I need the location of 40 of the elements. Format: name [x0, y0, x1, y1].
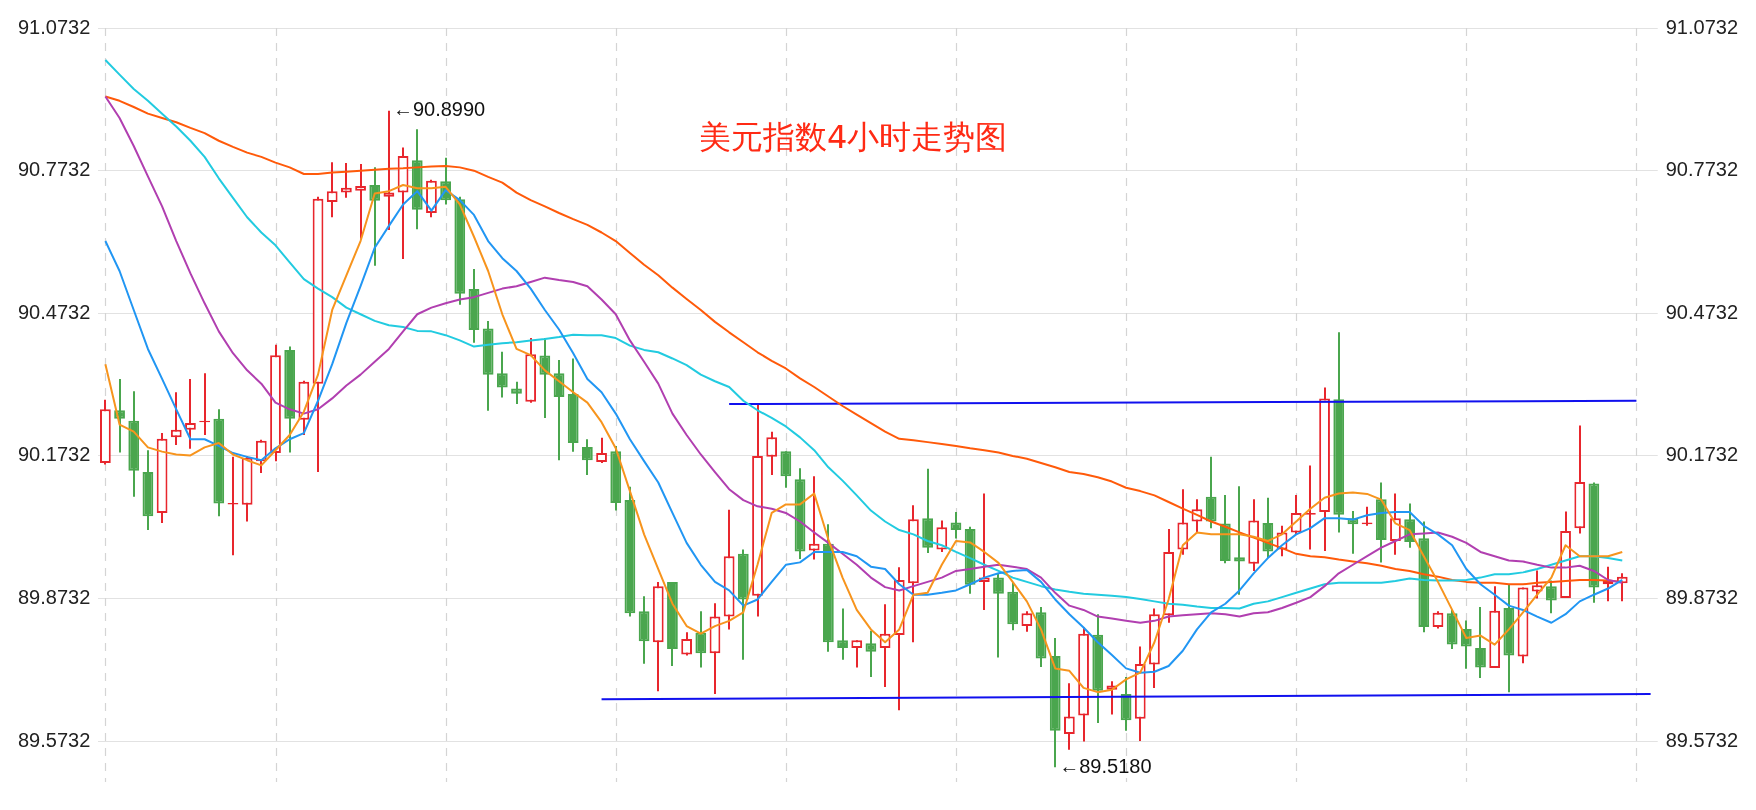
candlestick — [993, 572, 1004, 659]
y2-tick-label: 90.1732 — [1665, 443, 1738, 466]
candlestick — [582, 438, 593, 476]
candlestick — [326, 161, 338, 219]
y-tick-label: 89.5732 — [18, 728, 91, 751]
candlestick — [255, 438, 267, 475]
annotation: ←89.5180 — [1059, 754, 1152, 777]
candlestick — [1205, 455, 1217, 530]
y2-tick-label: 90.4732 — [1665, 300, 1738, 323]
candlestick — [496, 350, 508, 399]
candlestick — [766, 430, 778, 476]
candlestick — [780, 450, 792, 489]
candlestick — [936, 519, 948, 553]
candlestick — [511, 380, 522, 406]
candlestick — [355, 163, 366, 240]
candlestick — [837, 607, 848, 661]
candlestick — [1531, 569, 1543, 600]
candlestick — [1063, 682, 1075, 751]
candlestick — [1546, 579, 1557, 615]
y2-tick-label: 89.5732 — [1665, 728, 1738, 751]
annotation: ←90.8990 — [392, 98, 486, 121]
y-tick-label: 90.4732 — [18, 300, 91, 323]
candlestick — [950, 511, 962, 540]
candlestick — [341, 162, 352, 199]
candlestick — [1475, 606, 1486, 679]
y2-tick-label: 91.0732 — [1665, 15, 1738, 38]
candlestick — [185, 377, 196, 450]
y2-tick-label: 90.7732 — [1665, 158, 1738, 181]
candlestick — [851, 639, 863, 669]
candlestick — [808, 475, 820, 561]
candlestick — [596, 436, 607, 465]
y-tick-label: 90.7732 — [18, 158, 91, 181]
candlestick — [865, 629, 877, 678]
text: 美元指数4小时走势图 — [698, 118, 1008, 157]
candlestick — [695, 610, 707, 669]
y2-tick-label: 89.8732 — [1665, 585, 1738, 608]
y-tick-label: 89.8732 — [18, 585, 91, 608]
y-tick-label: 90.1732 — [18, 443, 91, 466]
candlestick — [1177, 488, 1189, 556]
y-tick-label: 91.0732 — [18, 15, 91, 38]
